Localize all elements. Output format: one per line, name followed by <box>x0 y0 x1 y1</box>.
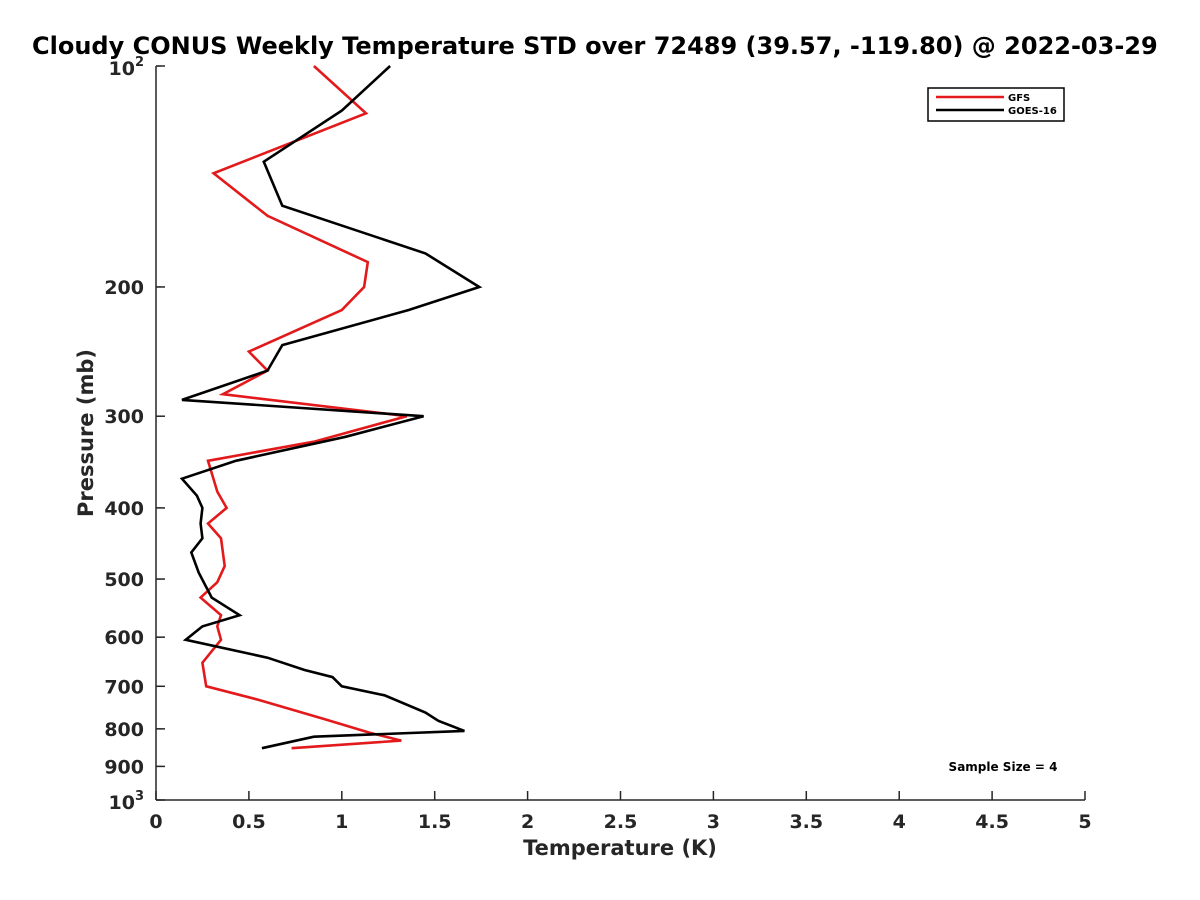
x-tick-label: 5 <box>1078 811 1091 833</box>
y-tick-label: 800 <box>104 719 144 741</box>
y-tick-label: 500 <box>104 569 144 591</box>
x-tick-label: 3.5 <box>789 811 823 833</box>
legend-gfs-label: GFS <box>1008 93 1030 104</box>
x-tick-label: 2.5 <box>604 811 638 833</box>
series-line-gfs <box>198 65 408 750</box>
sample-size-annotation: Sample Size = 4 <box>949 760 1058 774</box>
x-tick-label: 4.5 <box>975 811 1009 833</box>
y-tick-label: 600 <box>104 627 144 649</box>
y-tick-label: 102 <box>109 55 145 80</box>
y-tick-label: 700 <box>104 676 144 698</box>
x-tick-label: 2 <box>521 811 534 833</box>
chart-title: Cloudy CONUS Weekly Temperature STD over… <box>32 32 1158 60</box>
legend-goes16-label: GOES-16 <box>1008 106 1057 117</box>
axes-layer: 0 0.5 1 1.5 2 2.5 3 3.5 4 4.5 5 102 200 300 400 500 600 7… <box>104 55 1091 833</box>
series-layer <box>179 65 483 750</box>
x-tick-label: 4 <box>893 811 906 833</box>
y-tick-label: 400 <box>104 498 144 520</box>
y-tick-label: 200 <box>104 277 144 299</box>
legend: GFS GOES-16 <box>927 87 1065 122</box>
y-tick-label: 103 <box>109 789 145 814</box>
series-line-goes-16 <box>179 65 483 750</box>
legend-box <box>927 87 1065 122</box>
y-tick-label: 900 <box>104 756 144 778</box>
y-tick-label: 300 <box>104 406 144 428</box>
x-tick-label: 1 <box>335 811 348 833</box>
x-tick-label: 0 <box>149 811 162 833</box>
x-axis-label: Temperature (K) <box>523 836 717 860</box>
x-tick-label: 0.5 <box>232 811 266 833</box>
x-tick-label: 3 <box>707 811 720 833</box>
x-tick-label: 1.5 <box>418 811 452 833</box>
y-axis-label: Pressure (mb) <box>74 349 98 517</box>
